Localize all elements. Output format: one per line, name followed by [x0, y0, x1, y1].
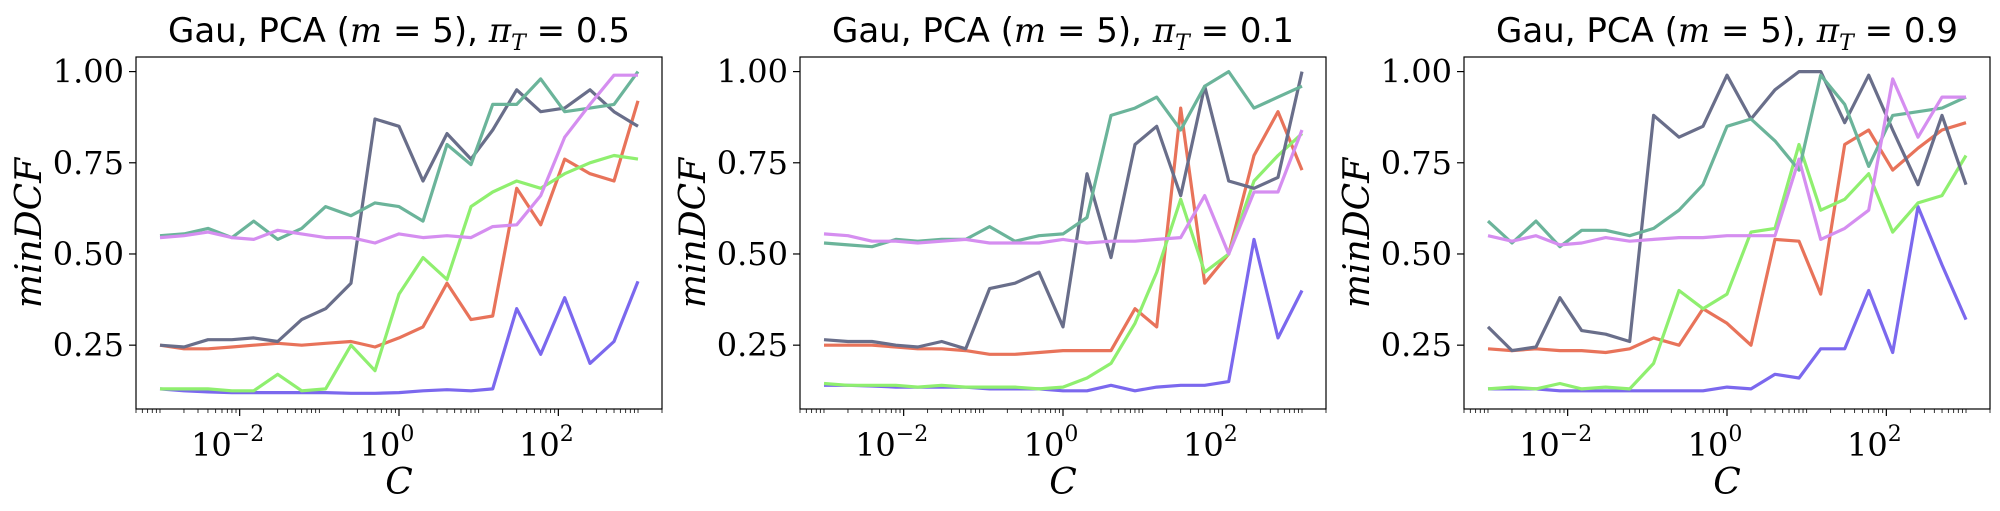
series-line-teal	[1486, 73, 1967, 249]
series-line-purple	[159, 280, 640, 395]
series-line-teal	[159, 70, 640, 241]
y-tick-label: 1.00	[53, 53, 124, 91]
series-line-teal	[823, 69, 1303, 249]
series-line-green	[160, 153, 639, 393]
series-line-green	[1487, 142, 1968, 391]
series-line-slate	[823, 71, 1304, 351]
y-axis-label: minDCF	[1337, 156, 1378, 308]
x-tick-label: 100	[360, 422, 415, 464]
chart-panel-1: 0.25 0.50 0.75 1.00 10−2 100 102 Gau, PCA (m = …	[9, 11, 663, 503]
y-tick-label: 0.75	[717, 144, 788, 182]
y-tick-label: 0.25	[53, 326, 124, 364]
x-axis-label: C	[385, 462, 413, 503]
y-tick-label: 0.75	[53, 144, 124, 182]
series-line-orange	[1487, 121, 1967, 355]
x-tick-label: 100	[1024, 422, 1079, 464]
series-line-violet	[823, 129, 1304, 256]
x-tick-label: 10−2	[1519, 422, 1592, 464]
y-axis-label: minDCF	[9, 156, 50, 308]
chart-panel-2: 0.25 0.50 0.75 1.00 10−2 100 102 Gau, PCA (m = …	[673, 11, 1327, 503]
plot-frame	[1463, 56, 1991, 410]
chart-title: Gau, PCA (m = 5), πT = 0.1	[832, 11, 1294, 56]
x-tick-label: 102	[1183, 422, 1238, 464]
x-tick-label: 10−2	[855, 422, 928, 464]
series-line-orange	[159, 100, 640, 351]
series-line-violet	[1487, 77, 1966, 247]
y-tick-label: 1.00	[717, 53, 788, 91]
x-tick-label: 10−2	[191, 422, 264, 464]
y-tick-label: 0.25	[1381, 326, 1452, 364]
series-line-purple	[1488, 205, 1968, 393]
x-axis-label: C	[1049, 462, 1077, 503]
x-tick-label: 102	[1847, 422, 1902, 464]
x-tick-label: 102	[519, 422, 574, 464]
series-line-slate	[159, 88, 639, 349]
series-line-purple	[824, 237, 1304, 393]
x-tick-label: 100	[1688, 422, 1743, 464]
x-axis-label: C	[1713, 462, 1741, 503]
chart-panel-3: 0.25 0.50 0.75 1.00 10−2 100 102 Gau, PCA (m = …	[1337, 11, 1991, 503]
series-line-green	[823, 132, 1304, 391]
series-line-slate	[1486, 69, 1968, 353]
y-tick-label: 0.50	[717, 235, 788, 273]
y-tick-label: 0.25	[717, 326, 788, 364]
series-line-violet	[159, 73, 638, 245]
chart-title: Gau, PCA (m = 5), πT = 0.9	[1496, 11, 1958, 56]
series-line-orange	[824, 106, 1304, 356]
y-tick-label: 0.50	[53, 235, 124, 273]
y-axis-label: minDCF	[673, 156, 714, 308]
y-tick-label: 1.00	[1381, 53, 1452, 91]
y-tick-label: 0.50	[1381, 235, 1452, 273]
chart-title: Gau, PCA (m = 5), πT = 0.5	[168, 11, 630, 56]
y-tick-label: 0.75	[1381, 144, 1452, 182]
